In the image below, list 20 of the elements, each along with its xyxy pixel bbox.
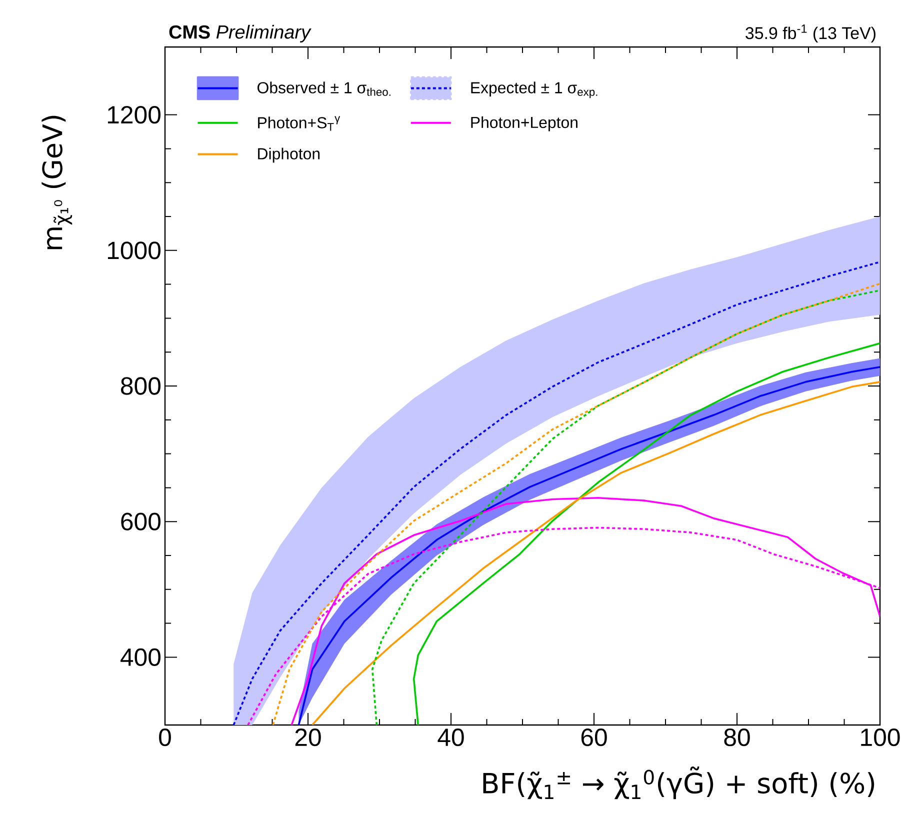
y-tick-label: 1000 (108, 242, 160, 260)
legend-label: Observed ± 1 σ$_{theo.}$ (258, 82, 390, 96)
x-tick-label: 80 (724, 728, 750, 746)
x-tick-label: 100 (861, 728, 900, 746)
x-tick-label: 20 (295, 728, 321, 746)
legend-label: Expected ± 1 σ$_{exp.}$ (471, 82, 598, 98)
chart-subtitle: 35.9 fb$^{-1}$ (13 TeV) (746, 24, 876, 42)
legend-label: Photon+S$_{T}$γ (258, 116, 340, 131)
y-tick-label: 600 (121, 512, 160, 530)
y-tick-label: 800 (121, 377, 160, 395)
y-tick-label: 1200 (108, 106, 160, 124)
chart-title: CMS Preliminary (169, 24, 312, 42)
legend-label: Diphoton (258, 148, 320, 163)
y-tick-label: 400 (120, 648, 160, 666)
x-tick-label: 0 (159, 728, 171, 746)
x-tick-label: 40 (438, 728, 464, 746)
x-axis-title: BF(χ̃$_{1}$$^{±}$ → χ̃$_{1}$$^{0}$(γG̃) + soft) (%) (483, 766, 874, 800)
y-axis-title: m$_{χ̃₁⁰}$ (GeV) (42, 116, 72, 250)
legend-label: Photon+Lepton (471, 116, 578, 132)
x-tick-label: 60 (581, 728, 607, 746)
